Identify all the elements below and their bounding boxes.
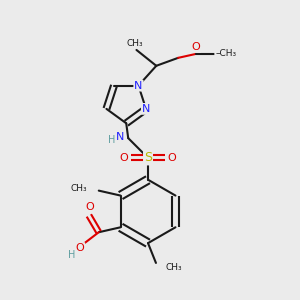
Text: N: N [142,104,150,114]
Text: H: H [108,135,115,145]
Text: O: O [85,202,94,212]
Text: O: O [167,153,176,163]
Text: CH₃: CH₃ [70,184,87,193]
Text: –CH₃: –CH₃ [215,50,236,58]
Text: S: S [144,152,152,164]
Text: O: O [120,153,129,163]
Text: O: O [191,42,200,52]
Text: O: O [76,243,84,253]
Text: CH₃: CH₃ [166,263,182,272]
Text: N: N [116,132,124,142]
Text: H: H [68,250,76,260]
Text: N: N [134,81,142,91]
Text: CH₃: CH₃ [126,38,143,47]
